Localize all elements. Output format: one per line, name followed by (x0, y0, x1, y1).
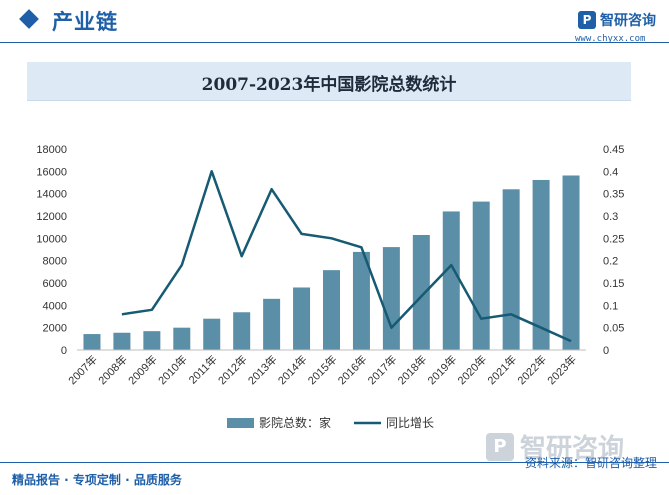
brand-logo: P 智研咨询 (578, 10, 656, 30)
bar (173, 327, 191, 350)
x-tick-label: 2023年 (544, 352, 579, 387)
footer-slogan: 精品报告 · 专项定制 · 品质服务 (12, 473, 182, 487)
watermark-logo-text: 智研咨询 (520, 434, 625, 464)
logo-mark-icon: P (578, 11, 596, 29)
bar (532, 179, 550, 350)
x-tick-label: 2018年 (394, 352, 429, 387)
bar (323, 270, 340, 350)
bar (562, 175, 580, 350)
x-tick-label: 2013年 (245, 352, 280, 387)
growth-line (121, 170, 572, 343)
y-right-tick-label: 0.25 (603, 233, 624, 245)
bar (83, 334, 101, 350)
source-note: 资料来源：智研咨询整理 (524, 456, 657, 470)
legend-bar-swatch (227, 418, 254, 428)
y-left-tick-label: 12000 (36, 211, 67, 223)
x-tick-label: 2017年 (365, 352, 400, 387)
bar (382, 247, 400, 350)
y-left-tick-label: 0 (61, 345, 67, 357)
y-right-tick-label: 0.3 (603, 211, 618, 223)
chart-title: 2007-2023年中国影院总数统计 (201, 75, 457, 95)
y-right-tick-label: 0 (603, 345, 609, 357)
header: 产业链 P 智研咨询 www.chyxx.com (0, 0, 669, 44)
y-right-tick-label: 0.35 (603, 189, 624, 201)
y-left-tick-label: 10000 (36, 233, 67, 245)
x-tick-label: 2010年 (155, 352, 190, 387)
y-right-tick-label: 0.1 (603, 300, 618, 312)
bar (502, 189, 520, 350)
y-right-tick-label: 0.05 (603, 323, 624, 335)
x-tick-label: 2012年 (215, 352, 250, 387)
y-left-tick-label: 6000 (43, 278, 67, 290)
x-tick-label: 2011年 (185, 352, 219, 386)
x-tick-label: 2014年 (275, 352, 310, 387)
y-right-tick-label: 0.15 (603, 278, 624, 290)
x-tick-label: 2015年 (305, 352, 340, 387)
section-title: 产业链 (52, 10, 118, 34)
logo-text: 智研咨询 (600, 13, 656, 29)
logo-url: www.chyxx.com (575, 34, 646, 44)
x-tick-label: 2008年 (95, 352, 130, 387)
y-right-tick-label: 0.45 (603, 144, 624, 156)
x-tick-label: 2021年 (484, 352, 519, 387)
bar (412, 234, 430, 350)
y-left-tick-label: 8000 (43, 256, 67, 268)
bar (472, 201, 490, 350)
y-left-tick-label: 14000 (36, 189, 67, 201)
bar (263, 298, 281, 350)
x-tick-label: 2007年 (65, 352, 100, 387)
bar (203, 318, 221, 350)
x-tick-label: 2016年 (335, 352, 370, 387)
bar (442, 211, 460, 350)
y-left-tick-label: 16000 (36, 166, 67, 178)
chart-title-box: 2007-2023年中国影院总数统计 (27, 62, 631, 101)
bar (233, 312, 251, 350)
footer-divider (0, 462, 669, 463)
watermark-logo: P 智研咨询 (486, 428, 624, 465)
y-left-tick-label: 18000 (36, 144, 67, 156)
y-left-tick-label: 2000 (43, 323, 67, 335)
legend-line-label: 同比增长 (386, 416, 434, 430)
watermark-logo-icon: P (486, 432, 514, 461)
x-tick-label: 2020年 (454, 352, 489, 387)
x-tick-label: 2019年 (424, 352, 459, 387)
bar (293, 287, 311, 350)
legend-bar-label: 影院总数：家 (259, 415, 331, 430)
y-right-tick-label: 0.2 (603, 256, 618, 268)
bar (352, 251, 370, 350)
header-divider (0, 42, 669, 43)
y-left-tick-label: 4000 (43, 300, 67, 312)
bar (143, 331, 161, 350)
bar (113, 332, 131, 350)
x-tick-label: 2009年 (125, 352, 160, 387)
y-right-tick-label: 0.4 (603, 166, 618, 178)
x-tick-label: 2022年 (514, 352, 549, 387)
